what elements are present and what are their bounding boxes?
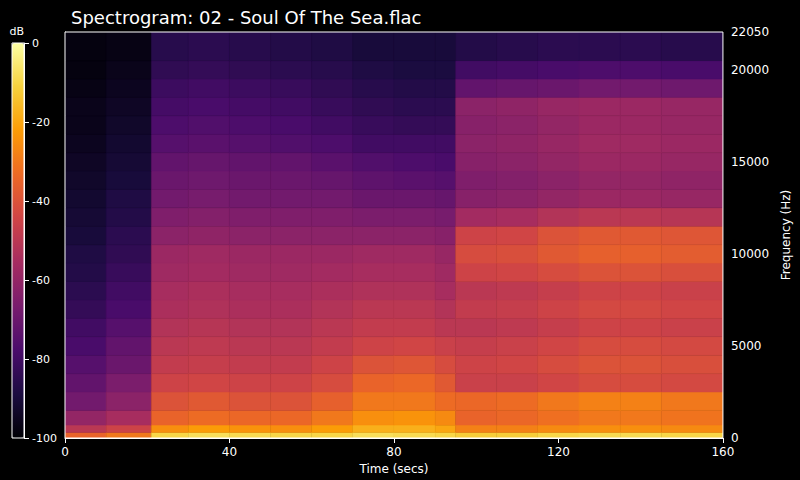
svg-text:0: 0 — [32, 37, 39, 50]
svg-text:Frequency (Hz): Frequency (Hz) — [779, 190, 793, 281]
svg-text:160: 160 — [711, 445, 734, 459]
svg-text:22050: 22050 — [731, 25, 769, 39]
svg-text:Spectrogram: 02 - Soul Of The: Spectrogram: 02 - Soul Of The Sea.flac — [71, 7, 421, 28]
svg-text:-60: -60 — [32, 274, 50, 287]
svg-text:120: 120 — [547, 445, 570, 459]
svg-text:5000: 5000 — [731, 339, 762, 353]
svg-text:Time (secs): Time (secs) — [358, 462, 428, 476]
svg-text:-40: -40 — [32, 195, 50, 208]
svg-text:20000: 20000 — [731, 63, 769, 77]
svg-text:80: 80 — [386, 445, 401, 459]
svg-text:-80: -80 — [32, 353, 50, 366]
svg-text:40: 40 — [222, 445, 237, 459]
svg-text:0: 0 — [731, 431, 739, 445]
svg-text:-100: -100 — [32, 432, 57, 445]
svg-text:-20: -20 — [32, 116, 50, 129]
svg-text:10000: 10000 — [731, 247, 769, 261]
svg-text:dB: dB — [9, 25, 24, 38]
svg-text:15000: 15000 — [731, 155, 769, 169]
svg-text:0: 0 — [61, 445, 69, 459]
